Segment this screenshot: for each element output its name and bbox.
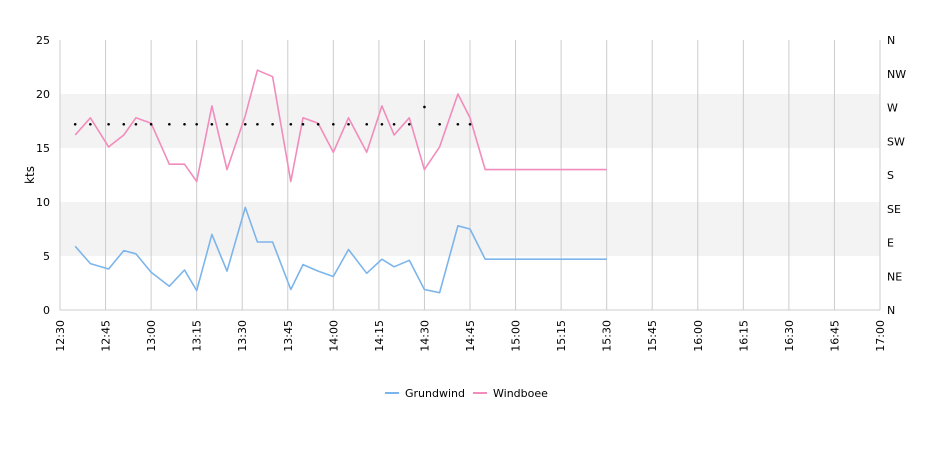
direction-marker — [380, 122, 384, 126]
x-tick-label: 13:45 — [282, 320, 295, 352]
direction-marker — [210, 122, 214, 126]
y-tick-label: 5 — [43, 250, 50, 263]
direction-marker — [392, 122, 396, 126]
y-tick-label: 20 — [36, 88, 50, 101]
wind-direction-markers — [73, 105, 472, 126]
legend-label: Windboee — [493, 387, 548, 400]
direction-marker — [423, 105, 426, 109]
legend: Grundwind Windboee — [385, 387, 548, 400]
direction-marker — [183, 122, 186, 126]
direction-marker — [271, 122, 274, 126]
direction-marker — [225, 122, 229, 126]
direction-marker — [149, 122, 153, 126]
direction-marker — [347, 122, 350, 126]
y2-tick-label: NE — [887, 270, 902, 283]
y2-tick-label: S — [887, 169, 894, 182]
direction-marker — [456, 122, 460, 126]
y-tick-label: 25 — [36, 34, 50, 47]
y2-axis-tick-labels: N NE E SE S SW W NW N — [887, 34, 906, 317]
direction-marker — [243, 122, 247, 126]
series-lines — [74, 69, 607, 294]
x-tick-label: 13:00 — [145, 320, 158, 352]
y-tick-label: 10 — [36, 196, 50, 209]
y2-tick-label: W — [887, 102, 898, 115]
direction-marker — [73, 122, 77, 126]
direction-marker — [195, 122, 198, 126]
x-tick-label: 15:15 — [555, 320, 568, 352]
direction-marker — [289, 122, 293, 126]
y2-tick-label: SE — [887, 203, 901, 216]
y2-tick-label: NW — [887, 68, 906, 81]
legend-item-windboee[interactable]: Windboee — [473, 387, 548, 400]
direction-marker — [365, 122, 369, 126]
direction-marker — [107, 122, 110, 126]
x-tick-label: 15:30 — [601, 320, 614, 352]
x-tick-label: 14:15 — [373, 320, 386, 352]
direction-marker — [468, 122, 472, 126]
x-tick-label: 16:45 — [828, 320, 841, 352]
x-tick-label: 16:15 — [737, 320, 750, 352]
x-gridlines — [59, 40, 881, 310]
direction-marker — [332, 122, 335, 126]
x-tick-label: 15:45 — [646, 320, 659, 352]
y-tick-label: 0 — [43, 304, 50, 317]
direction-marker — [134, 122, 138, 126]
series-line-windboee — [74, 69, 607, 183]
direction-marker — [316, 122, 320, 126]
x-tick-label: 14:45 — [464, 320, 477, 352]
direction-marker — [256, 122, 259, 126]
x-tick-label: 14:30 — [418, 320, 431, 352]
direction-marker — [89, 122, 92, 126]
y2-tick-label: N — [887, 34, 895, 47]
x-tick-label: 16:30 — [783, 320, 796, 352]
y-axis-title: kts — [23, 166, 37, 184]
series-line-grundwind — [74, 206, 607, 294]
direction-marker — [407, 122, 411, 126]
direction-marker — [438, 122, 441, 126]
direction-marker — [122, 122, 126, 126]
axes — [59, 40, 880, 311]
x-tick-label: 13:30 — [236, 320, 249, 352]
x-tick-label: 14:00 — [327, 320, 340, 352]
x-tick-label: 13:15 — [191, 320, 204, 352]
legend-item-grundwind[interactable]: Grundwind — [385, 387, 465, 400]
direction-marker — [168, 122, 171, 126]
x-tick-label: 17:00 — [874, 320, 887, 352]
x-tick-label: 12:45 — [100, 320, 113, 352]
y-tick-label: 15 — [36, 142, 50, 155]
y-axis-tick-labels: 0 5 10 15 20 25 — [36, 34, 50, 317]
y2-tick-label: N — [887, 304, 895, 317]
direction-marker — [301, 122, 305, 126]
x-tick-label: 12:30 — [54, 320, 67, 352]
legend-label: Grundwind — [405, 387, 465, 400]
x-axis-tick-labels: 12:30 12:45 13:00 13:15 13:30 13:45 14:00 14:15… — [54, 320, 887, 352]
y2-tick-label: E — [887, 237, 894, 250]
x-tick-label: 15:00 — [510, 320, 523, 352]
y2-tick-label: SW — [887, 135, 905, 148]
x-tick-label: 16:00 — [692, 320, 705, 352]
